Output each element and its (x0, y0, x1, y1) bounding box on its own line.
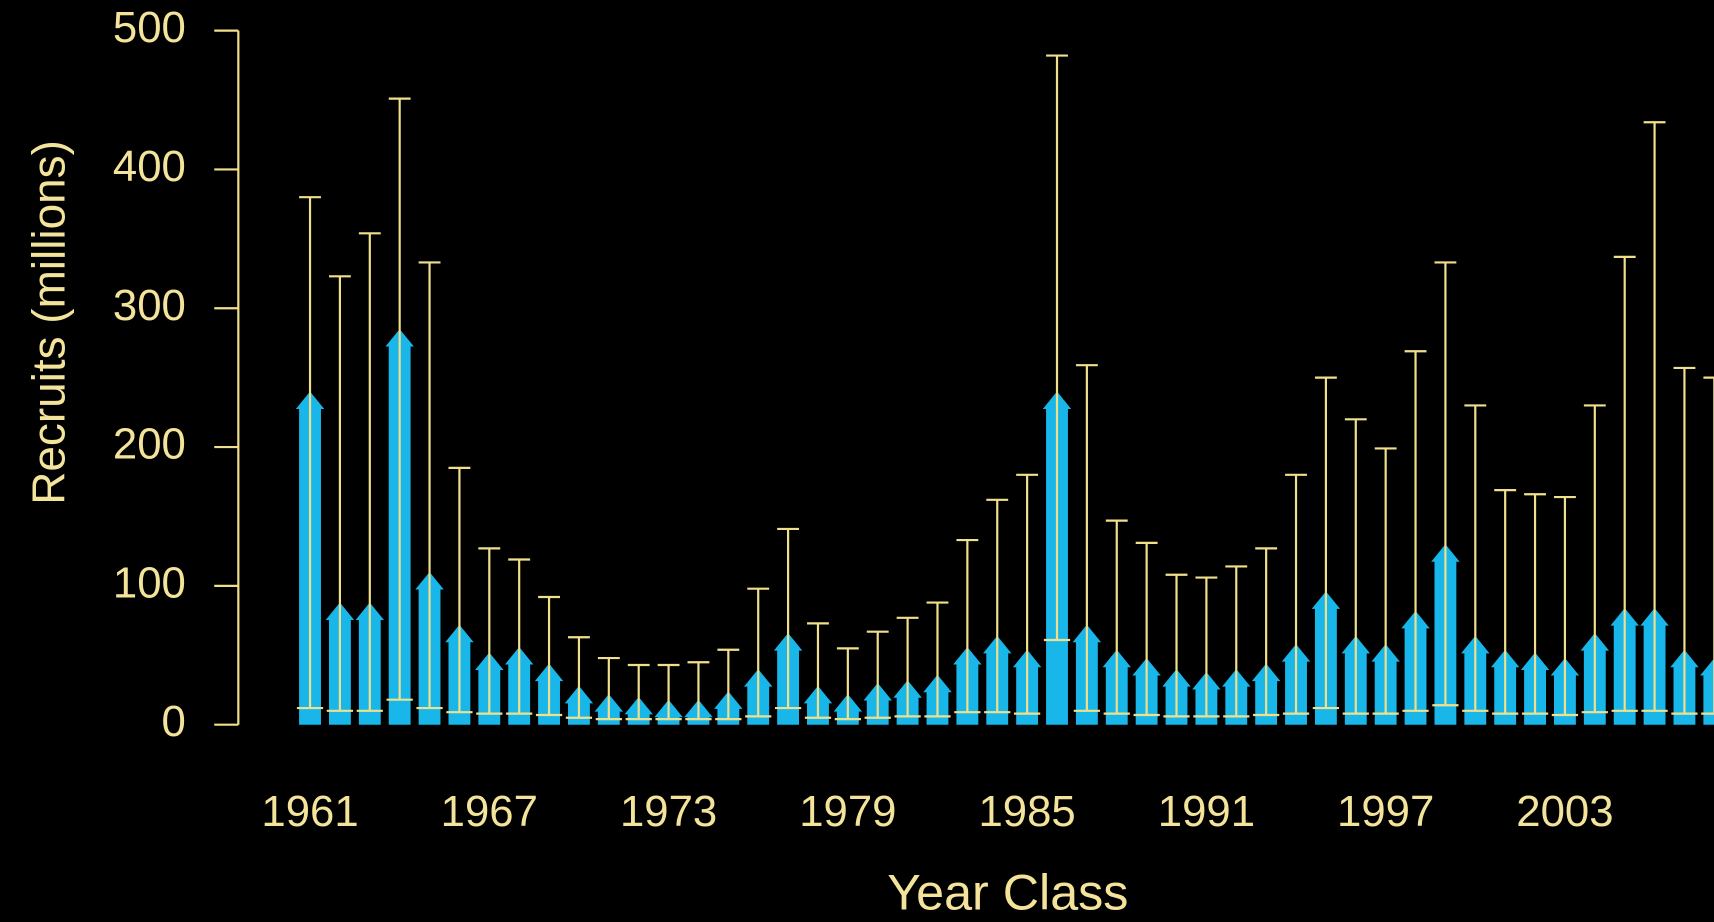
y-tick-label: 100 (113, 558, 186, 607)
y-tick-label: 0 (162, 697, 186, 746)
x-tick-label: 2003 (1516, 787, 1613, 836)
x-tick-label: 1997 (1337, 787, 1434, 836)
x-tick-label: 1979 (799, 787, 896, 836)
x-axis-label: Year Class (887, 864, 1128, 921)
x-tick-label: 1991 (1158, 787, 1255, 836)
y-tick-label: 400 (113, 142, 186, 191)
x-tick-label: 1961 (261, 787, 358, 836)
bar (1700, 658, 1714, 725)
y-tick-label: 200 (113, 420, 186, 469)
x-tick-label: 1967 (441, 787, 538, 836)
y-tick-label: 300 (113, 281, 186, 330)
y-axis-label: Recruits (millions) (23, 140, 75, 505)
x-tick-label: 1973 (620, 787, 717, 836)
y-tick-label: 500 (113, 3, 186, 52)
x-tick-label: 1985 (978, 787, 1075, 836)
